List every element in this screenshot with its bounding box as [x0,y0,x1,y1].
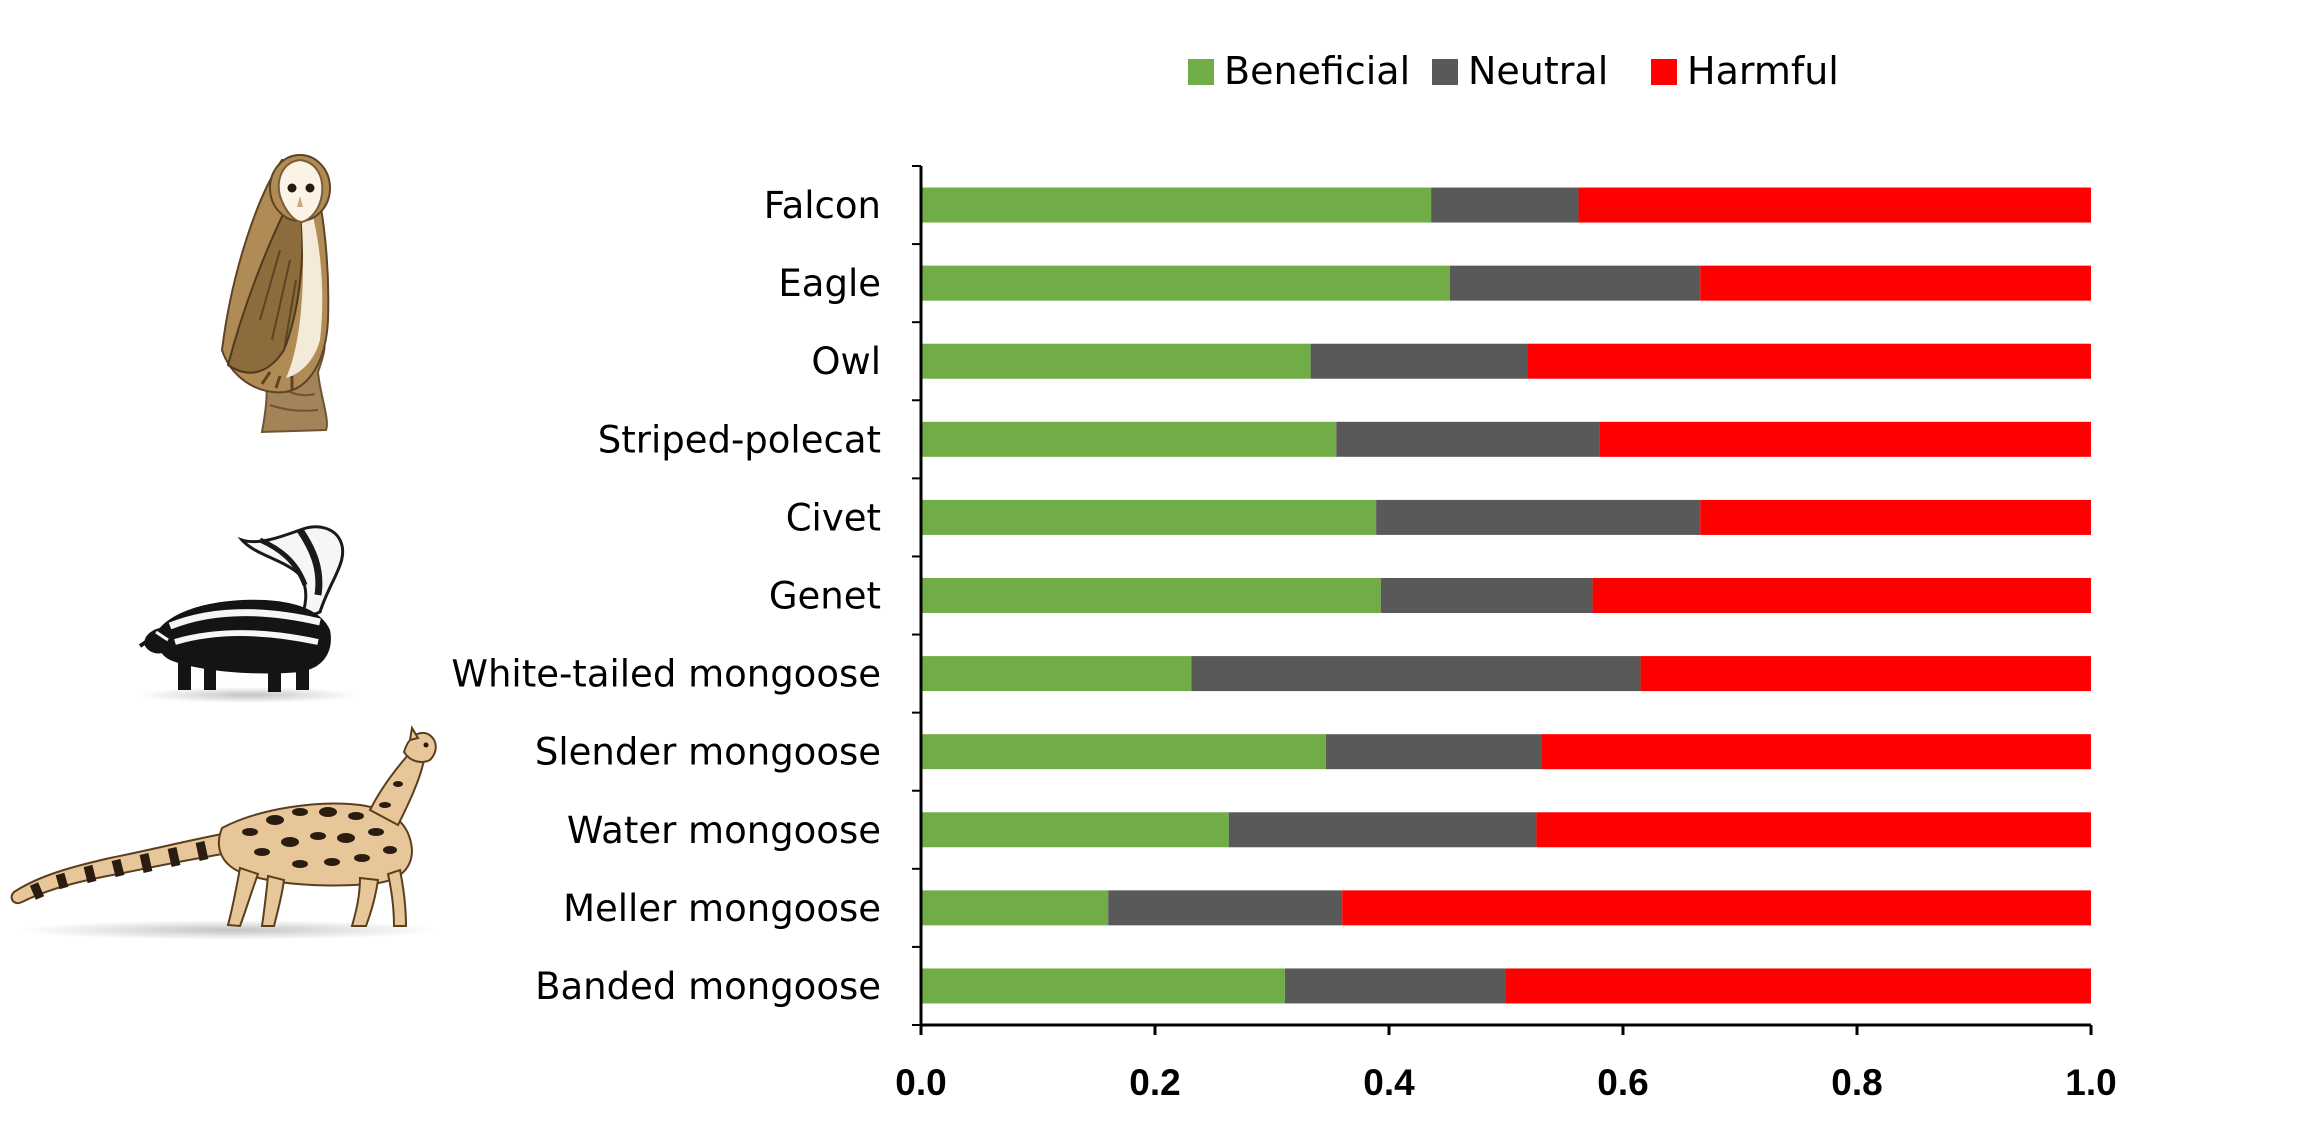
bar-neutral-slender-mongoose [1325,734,1542,770]
category-label-slender-mongoose: Slender mongoose [535,731,881,774]
legend: Beneficial Neutral Harmful [1188,49,1839,93]
bar-neutral-falcon [1431,187,1579,223]
category-label-falcon: Falcon [764,184,881,227]
legend-label-neutral: Neutral [1468,49,1608,93]
category-label-striped-polecat: Striped-polecat [598,418,881,461]
plot-area: Falcon Eagle Owl Striped-polecat Civet Genet W… [451,165,2117,1103]
x-tick-label: 0.6 [1597,1062,1648,1103]
bar-beneficial-genet [921,578,1381,613]
category-label-meller-mongoose: Meller mongoose [563,887,881,930]
bar-beneficial-meller-mongoose [921,890,1109,926]
category-label-white-tailed-mongoose: White-tailed mongoose [451,653,881,696]
bar-harmful-civet [1700,499,2091,535]
bar-harmful-eagle [1700,265,2091,301]
bar-neutral-water-mongoose [1228,812,1537,848]
bar-harmful-meller-mongoose [1342,890,2091,926]
owl-illustration [220,154,331,434]
bar-neutral-owl [1310,343,1528,379]
bar-neutral-civet [1376,499,1701,535]
bar-neutral-white-tailed-mongoose [1191,656,1641,692]
legend-label-harmful: Harmful [1687,49,1839,93]
x-tick-label: 0.0 [895,1062,946,1103]
bar-harmful-water-mongoose [1536,812,2091,848]
category-label-civet: Civet [786,496,881,539]
bar-harmful-striped-polecat [1599,421,2091,457]
legend-label-beneficial: Beneficial [1224,49,1410,93]
category-label-eagle: Eagle [778,262,881,305]
bar-neutral-genet [1380,578,1593,613]
bar-harmful-banded-mongoose [1506,968,2091,1004]
striped-polecat-illustration [138,525,358,703]
category-label-owl: Owl [811,340,881,383]
category-label-banded-mongoose: Banded mongoose [535,965,881,1008]
bar-beneficial-falcon [921,187,1432,223]
x-tick-label: 1.0 [2065,1062,2116,1103]
bar-neutral-meller-mongoose [1108,890,1343,926]
bar-beneficial-water-mongoose [921,812,1229,848]
category-label-genet: Genet [769,575,881,618]
bar-beneficial-civet [921,499,1377,535]
bar-neutral-eagle [1449,265,1701,301]
legend-swatch-harmful [1651,59,1677,85]
bar-beneficial-striped-polecat [921,421,1337,457]
bar-beneficial-owl [921,343,1311,379]
bar-harmful-genet [1592,578,2091,613]
bar-beneficial-slender-mongoose [921,734,1326,770]
legend-swatch-neutral [1432,59,1458,85]
bar-beneficial-eagle [921,265,1450,301]
bar-beneficial-white-tailed-mongoose [921,656,1192,692]
bar-neutral-banded-mongoose [1284,968,1506,1004]
x-tick-label: 0.2 [1129,1062,1180,1103]
legend-swatch-beneficial [1188,59,1214,85]
category-label-water-mongoose: Water mongoose [567,809,881,852]
x-tick-label: 0.4 [1363,1062,1415,1103]
bar-harmful-white-tailed-mongoose [1640,656,2091,692]
bar-beneficial-banded-mongoose [921,968,1285,1004]
bar-neutral-striped-polecat [1336,421,1600,457]
genet-illustration [10,725,440,940]
bar-harmful-owl [1527,343,2091,379]
x-tick-label: 0.8 [1831,1062,1882,1103]
bar-harmful-slender-mongoose [1541,734,2091,770]
bar-harmful-falcon [1578,187,2091,223]
